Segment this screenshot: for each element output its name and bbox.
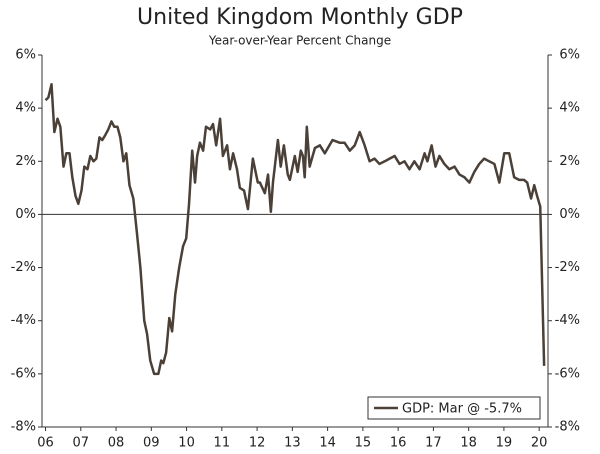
y2-tick-label: -8% [555,420,580,435]
x-tick-label: 19 [496,436,513,451]
y-tick-label: -6% [11,366,36,381]
x-tick-label: 09 [143,436,160,451]
y-tick-label: 6% [15,48,36,63]
x-tick-label: 15 [355,436,372,451]
y2-tick-label: 6% [559,48,580,63]
x-tick-label: 10 [178,436,195,451]
chart-title: United Kingdom Monthly GDP [137,5,463,30]
y2-tick-label: 2% [559,154,580,169]
y-tick-label: -8% [11,420,36,435]
y2-tick-label: -6% [555,366,580,381]
x-tick-label: 17 [425,436,442,451]
x-tick-label: 16 [390,436,407,451]
series-line [44,82,546,376]
legend-label: GDP: Mar @ -5.7% [402,402,522,417]
y-tick-label: 4% [15,101,36,116]
x-tick-label: 06 [37,436,54,451]
y-tick-label: -2% [11,260,36,275]
y2-tick-label: 4% [559,101,580,116]
y2-tick-label: 0% [559,207,580,222]
y2-tick-label: -2% [555,260,580,275]
x-tick-label: 08 [108,436,125,451]
x-tick-label: 20 [531,436,548,451]
x-tick-label: 12 [249,436,266,451]
y-tick-label: -4% [11,313,36,328]
x-tick-label: 13 [284,436,301,451]
x-tick-label: 07 [73,436,90,451]
x-tick-label: 14 [319,436,336,451]
y-tick-label: 2% [15,154,36,169]
y2-tick-label: -4% [555,313,580,328]
x-tick-label: 18 [460,436,477,451]
chart-subtitle: Year-over-Year Percent Change [208,34,391,48]
x-tick-label: 11 [214,436,231,451]
legend-box [367,396,541,420]
y-tick-label: 0% [15,207,36,222]
